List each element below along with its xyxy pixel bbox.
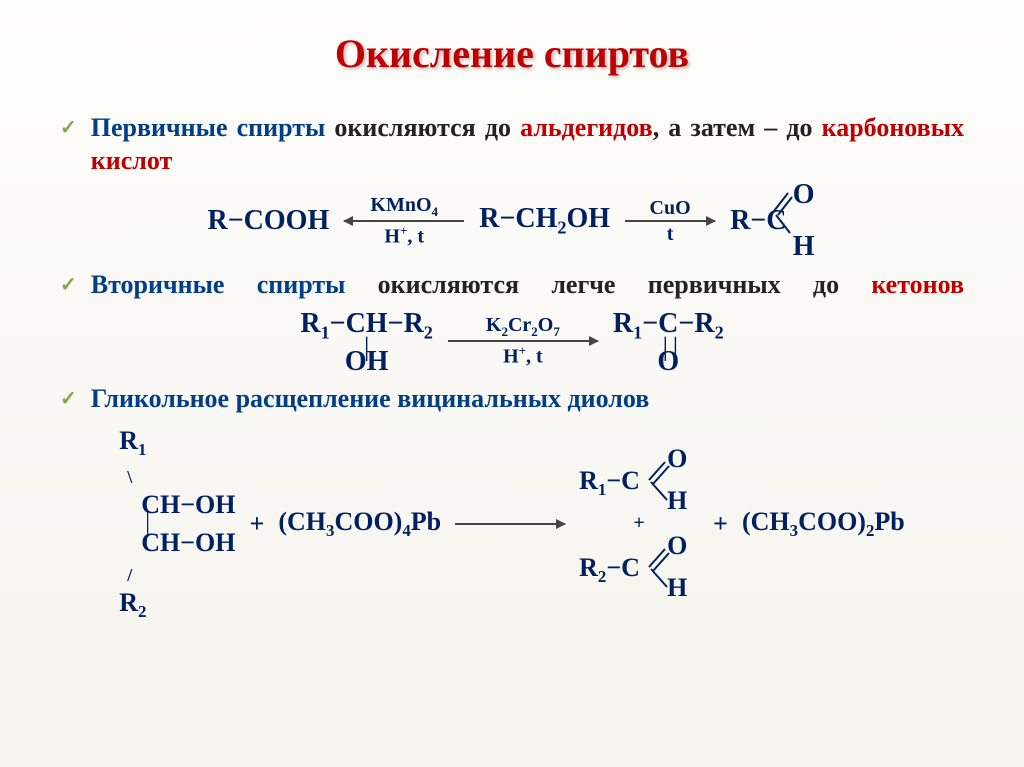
rx3-reagent: (CH3COO)4Pb	[278, 507, 441, 541]
bullet-2: ✓ Вторичные спирты окисляются легче перв…	[60, 269, 964, 302]
b1-p3: , а затем – до	[653, 113, 822, 142]
rx3-diol-l3: CH−OH	[141, 528, 235, 558]
rx1-ar-top: CuO	[625, 198, 715, 218]
rx1-mid: R−CH2OH	[479, 203, 610, 239]
rx1-arrow-left: KMnO4 H+, t	[344, 195, 464, 247]
rx3-products: R1−C O H + R2−C O H	[579, 450, 699, 597]
rx2-left: R1−CH−R2 │ OH	[300, 308, 433, 374]
rx3-arrow	[455, 521, 565, 527]
bullet-2-text: Вторичные спирты окисляются легче первич…	[91, 269, 964, 302]
rx3-byprod: (CH3COO)2Pb	[742, 507, 905, 541]
b1-p1: окисляются до	[325, 113, 520, 142]
rx3-prod1: R1−C O H	[579, 450, 699, 510]
bullet-1-text: Первичные спирты окисляются до альдегидо…	[91, 112, 964, 177]
b3-p0: Гликольное расщепление вицинальных диоло…	[91, 384, 650, 413]
rx2-right: R1−C−R2 ││ O	[613, 308, 724, 374]
b2-p0: Вторичные спирты	[91, 270, 346, 299]
check-icon: ✓	[60, 273, 77, 298]
rx1-al-bot: H+, t	[344, 224, 464, 247]
rx3-diol: R1 \ CH−OH │ CH−OH / R2	[119, 426, 235, 622]
rx2-right-bot: O	[613, 351, 724, 373]
bullet-3: ✓ Гликольное расщепление вицинальных дио…	[60, 383, 964, 416]
rx2-left-top: R1−CH−R2	[300, 308, 433, 339]
bond-icon	[637, 537, 677, 597]
rx1-left: R−COOH	[208, 205, 330, 237]
check-icon: ✓	[60, 116, 77, 141]
reaction-3: R1 \ CH−OH │ CH−OH / R2 + (CH3COO)4Pb R1…	[60, 426, 964, 622]
rx3-prod2: R2−C O H	[579, 537, 699, 597]
rx1-al-top: KMnO4	[344, 195, 464, 218]
plus-icon: +	[713, 509, 728, 539]
reaction-1: R−COOH KMnO4 H+, t R−CH2OH CuO t R−C O H	[60, 183, 964, 259]
rx3-diol-l1: R1	[119, 426, 235, 460]
bullet-3-text: Гликольное расщепление вицинальных диоло…	[91, 383, 964, 416]
rx1-right: R−C O H	[730, 183, 816, 259]
rx3-prod2-core: R2−C	[579, 553, 640, 587]
plus-icon: +	[249, 509, 264, 539]
rx3-prod1-core: R1−C	[579, 466, 640, 500]
rx3-diol-l2: CH−OH	[141, 490, 235, 520]
rx2-left-bot: OH	[300, 351, 433, 373]
b1-p2: альдегидов	[520, 113, 653, 142]
rx2-arrow: K2Cr2O7 H+, t	[448, 315, 598, 367]
slide-root: Окисление спиртов ✓ Первичные спирты оки…	[0, 0, 1024, 642]
rx1-arrow-right: CuO t	[625, 198, 715, 244]
rx1-ar-bot: t	[625, 224, 715, 244]
rx2-right-top: R1−C−R2	[613, 308, 724, 339]
double-bond-icon	[770, 185, 796, 241]
bullet-1: ✓ Первичные спирты окисляются до альдеги…	[60, 112, 964, 177]
b2-p1: окисляются легче первичных до	[345, 270, 871, 299]
rx2-a-top: K2Cr2O7	[448, 315, 598, 338]
b2-p2: кетонов	[871, 270, 964, 299]
bond-icon	[637, 450, 677, 510]
slide-title: Окисление спиртов	[60, 30, 964, 77]
check-icon: ✓	[60, 387, 77, 412]
plus-icon: +	[633, 512, 644, 535]
reaction-2: R1−CH−R2 │ OH K2Cr2O7 H+, t R1−C−R2 ││ O	[60, 308, 964, 374]
rx3-diol-l4: R2	[119, 588, 235, 622]
b1-p0: Первичные спирты	[91, 113, 326, 142]
rx2-a-bot: H+, t	[448, 344, 598, 367]
